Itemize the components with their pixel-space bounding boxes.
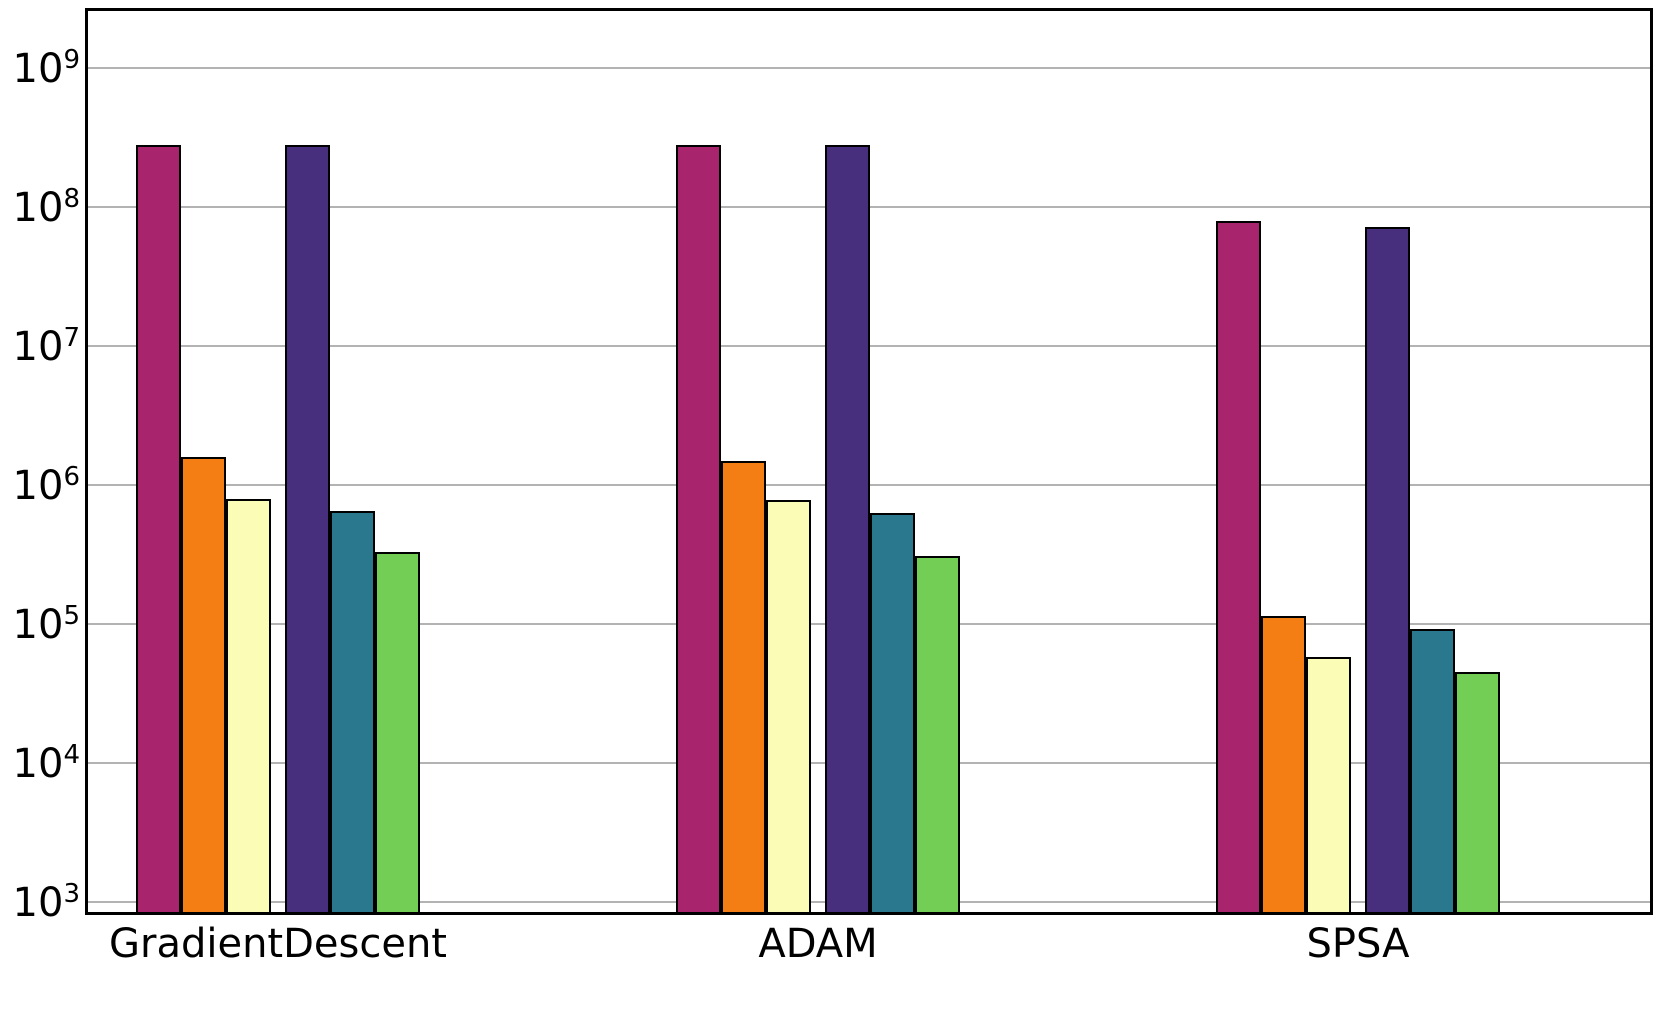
bar-magenta-gradientdescent bbox=[136, 144, 181, 912]
y-tick-label: 104 bbox=[12, 740, 80, 788]
bar-teal-gradientdescent bbox=[330, 511, 375, 912]
y-tick-label: 107 bbox=[12, 322, 80, 371]
y-tick-label: 105 bbox=[12, 600, 80, 649]
bar-dark-purple-gradientdescent bbox=[285, 144, 330, 912]
y-tick-label: 108 bbox=[12, 183, 80, 232]
category-label-gradientdescent: GradientDescent bbox=[109, 921, 447, 967]
bar-pale-yellow-gradientdescent bbox=[226, 498, 271, 912]
bar-green-adam bbox=[915, 555, 960, 912]
bar-teal-spsa bbox=[1410, 629, 1455, 912]
plot-area bbox=[85, 8, 1653, 915]
bar-orange-gradientdescent bbox=[181, 456, 226, 912]
y-tick-label: 106 bbox=[12, 461, 80, 510]
bar-magenta-spsa bbox=[1216, 220, 1261, 912]
bar-magenta-adam bbox=[676, 144, 721, 912]
bar-teal-adam bbox=[870, 513, 915, 912]
bar-orange-spsa bbox=[1261, 615, 1306, 912]
bar-green-gradientdescent bbox=[375, 552, 420, 912]
bar-dark-purple-adam bbox=[825, 144, 870, 912]
bar-green-spsa bbox=[1455, 672, 1500, 912]
y-tick-label: 109 bbox=[12, 44, 80, 93]
bar-pale-yellow-adam bbox=[766, 500, 811, 912]
grid-line bbox=[88, 66, 1650, 69]
bar-pale-yellow-spsa bbox=[1306, 657, 1351, 912]
category-label-adam: ADAM bbox=[758, 921, 878, 967]
bar-orange-adam bbox=[721, 460, 766, 912]
category-label-spsa: SPSA bbox=[1306, 921, 1410, 967]
bar-dark-purple-spsa bbox=[1365, 226, 1410, 912]
y-tick-label: 103 bbox=[12, 879, 80, 927]
